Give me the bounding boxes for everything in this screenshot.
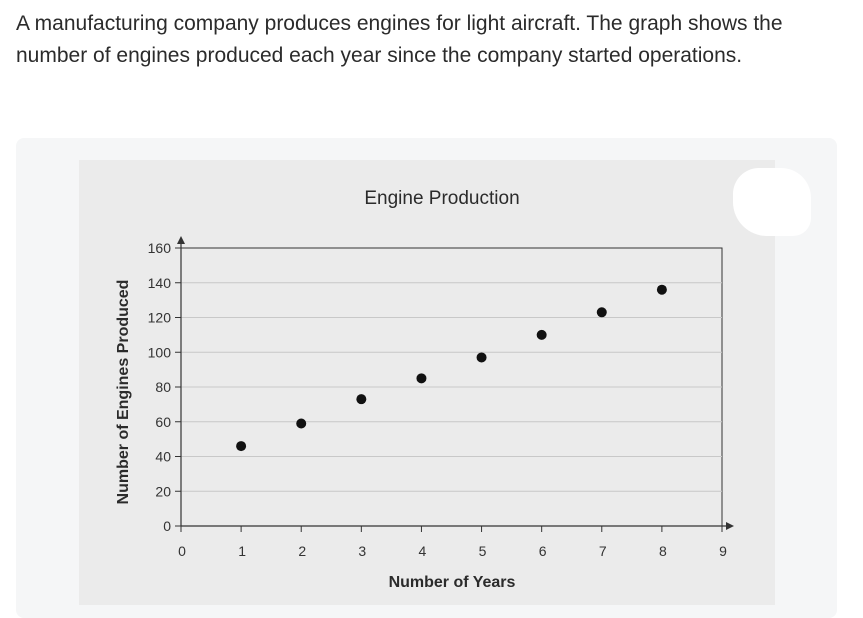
data-point — [236, 441, 247, 452]
x-tick-label: 3 — [358, 543, 366, 559]
data-point — [596, 307, 607, 318]
x-tick-label: 5 — [479, 543, 487, 559]
y-tick-label: 0 — [163, 518, 171, 534]
y-tick-label: 140 — [148, 275, 172, 291]
x-axis-arrow — [726, 522, 734, 530]
y-axis-arrow — [177, 236, 185, 244]
y-tick-label: 40 — [155, 449, 171, 465]
x-tick-label: 6 — [539, 543, 547, 559]
grid-layer — [180, 247, 723, 527]
x-tick-label: 8 — [659, 543, 667, 559]
x-tick-label: 0 — [178, 543, 186, 559]
y-tick-label: 80 — [155, 379, 171, 395]
point-layer — [236, 284, 667, 452]
y-axis-label: Number of Engines Produced — [115, 280, 132, 505]
x-tick-label: 2 — [298, 543, 306, 559]
x-tick-label: 7 — [599, 543, 607, 559]
data-point — [356, 394, 367, 405]
y-tick-label: 60 — [155, 414, 171, 430]
image-blot — [733, 168, 811, 236]
y-tick-label: 100 — [148, 344, 172, 360]
axis-layer — [177, 236, 734, 530]
data-point — [296, 418, 307, 429]
x-axis-label: Number of Years — [389, 574, 516, 591]
data-point — [416, 373, 427, 384]
chart-title: Engine Production — [364, 188, 519, 209]
data-point — [476, 352, 487, 363]
question-prompt: A manufacturing company produces engines… — [16, 12, 783, 67]
y-tick-label: 120 — [148, 310, 172, 326]
data-point — [656, 284, 667, 295]
y-tick-label: 20 — [155, 483, 171, 499]
x-tick-label: 9 — [719, 543, 727, 559]
scatter-chart: 0 20 40 60 80 100 120 140 160 0 1 2 3 4 5 6 7 8 9 Engine P… — [115, 188, 734, 591]
chart-background — [79, 160, 775, 605]
x-tick-label: 4 — [419, 543, 427, 559]
data-point — [536, 329, 547, 340]
tick-layer: 0 20 40 60 80 100 120 140 160 0 1 2 3 4 5 6 7 8 9 — [148, 240, 727, 559]
y-tick-label: 160 — [148, 240, 172, 256]
x-tick-label: 1 — [238, 543, 246, 559]
